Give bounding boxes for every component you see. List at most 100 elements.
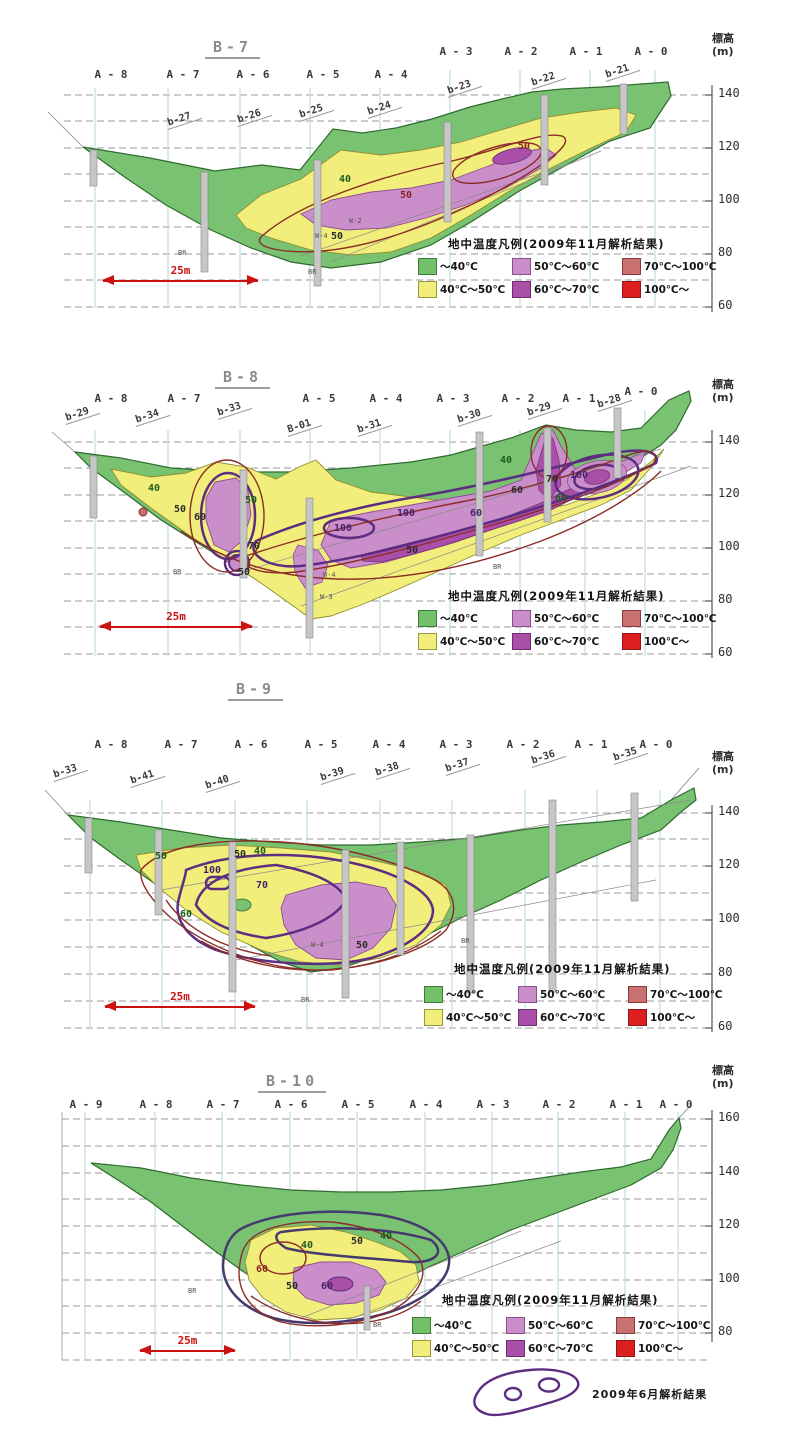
elevation-axis-title: 標高 (m) [712, 32, 734, 58]
contour-label: 50 [356, 940, 369, 951]
zone-60-70-b7 [492, 147, 532, 165]
contour-label: 40 [301, 1240, 314, 1251]
panel-title-b9: B-9 [228, 680, 284, 701]
cross-section-b8 [51, 390, 713, 658]
station-label: A - 4 [372, 738, 406, 751]
legend-swatch-70-100 [622, 610, 641, 627]
scale-bar [102, 275, 259, 285]
scale-bar-label: 25m [177, 1334, 198, 1347]
legend-swatch-over100 [622, 633, 641, 650]
annotation-label: BR [373, 1321, 382, 1329]
contour-label: 40 [148, 483, 161, 494]
section-edge-line [47, 111, 84, 148]
annotation-label: W-4 [315, 232, 328, 240]
station-label: A - 9 [69, 1098, 103, 1111]
section-edge-line [51, 431, 76, 453]
station-label: A - 1 [569, 45, 603, 58]
contour-label: 50 [245, 495, 258, 506]
annotation-label: BR [301, 996, 310, 1004]
annotation-label: BR [493, 563, 502, 571]
legend-swatch-40-50 [418, 281, 437, 298]
station-label: A - 8 [94, 392, 128, 405]
station-label: A - 3 [476, 1098, 510, 1111]
axis-tick: 120 [718, 1217, 740, 1231]
scale-bar [104, 1001, 256, 1011]
panel-title-b7: B-7 [205, 38, 261, 59]
station-label: A - 2 [501, 392, 535, 405]
legend-swatch-over100 [628, 1009, 647, 1026]
station-label: A - 7 [206, 1098, 240, 1111]
contour-label: 60 [194, 512, 207, 523]
contour-label: 50 [400, 190, 413, 201]
contour-label: 40 [380, 1231, 393, 1242]
contour-label: 60 [256, 1264, 269, 1275]
cliff-line-b9 [670, 767, 700, 801]
temperature-legend-b10: 地中温度凡例(2009年11月解析結果) ～40℃ 50℃～60℃ 70℃～10… [406, 1292, 736, 1358]
station-label: A - 4 [369, 392, 403, 405]
elevation-axis-title: 標高 (m) [712, 750, 734, 776]
axis-tick: 140 [718, 86, 740, 100]
legend-swatch-70-100 [628, 986, 647, 1003]
axis-tick: 100 [718, 1271, 740, 1285]
contours-june-b8 [199, 449, 658, 577]
station-label: A - 6 [236, 68, 270, 81]
axis-tick: 140 [718, 804, 740, 818]
boreholes-b9 [84, 792, 639, 999]
station-label: A - 4 [374, 68, 408, 81]
zone-70-100-spot-b8 [138, 507, 148, 517]
scale-bar-label: 25m [170, 990, 190, 1003]
contour-label: 50 [238, 567, 251, 578]
section-edge-line [44, 789, 69, 816]
legend-swatch-60-70 [512, 281, 531, 298]
boreholes-b8 [89, 407, 622, 639]
axis-tick: 160 [718, 1110, 740, 1124]
contour-label: 50 [234, 849, 247, 860]
cross-section-b7 [47, 70, 713, 312]
axis-tick: 140 [718, 433, 740, 447]
station-label: A - 1 [574, 738, 608, 751]
panel-title-b10: B-10 [258, 1072, 327, 1093]
contour-label: 100 [570, 470, 589, 481]
station-label: A - 7 [164, 738, 198, 751]
legend-swatch-60-70 [518, 1009, 537, 1026]
contour-label: 50 [155, 851, 168, 862]
elevation-axis-b9 [705, 805, 713, 1032]
station-label: A - 8 [94, 68, 128, 81]
contour-label: 50 [406, 545, 419, 556]
contour-label: 60 [555, 493, 568, 504]
annotation-label: BR [188, 1287, 197, 1295]
temperature-legend-b8: 地中温度凡例(2009年11月解析結果) ～40℃ 50℃～60℃ 70℃～10… [412, 588, 742, 654]
scale-bar-label: 25m [170, 264, 191, 277]
axis-tick: 80 [718, 245, 733, 259]
contour-label: 100 [334, 523, 353, 534]
contour-label: 70 [546, 474, 559, 485]
station-label: A - 2 [542, 1098, 576, 1111]
boreholes-b7 [89, 83, 628, 287]
axis-tick: 60 [718, 645, 733, 659]
axis-tick: 100 [718, 911, 740, 925]
axis-tick: 120 [718, 486, 740, 500]
contour-label: 70 [256, 880, 269, 891]
station-label: A - 0 [659, 1098, 693, 1111]
scale-bar [139, 1345, 236, 1355]
contour-label: 50 [351, 1236, 364, 1247]
station-label: A - 0 [624, 385, 658, 398]
contour-label: 100 [397, 508, 416, 519]
contour-label: 50 [174, 504, 187, 515]
section-lines-b9 [160, 799, 692, 962]
legend-swatch-under40 [418, 610, 437, 627]
elevation-axis-b10 [705, 1110, 713, 1342]
legend-swatch-50-60 [506, 1317, 525, 1334]
axis-tick: 140 [718, 1164, 740, 1178]
axis-tick: 120 [718, 857, 740, 871]
station-label: A - 6 [234, 738, 268, 751]
station-label: A - 5 [302, 392, 336, 405]
elevation-axis-title: 標高 (m) [712, 378, 734, 404]
scale-bar [99, 621, 253, 631]
legend-swatch-50-60 [512, 258, 531, 275]
zone-50-60-b7 [300, 147, 557, 231]
contour-label: 50 [331, 231, 344, 242]
station-label: A - 0 [634, 45, 668, 58]
contour-nov-outer-b7 [258, 134, 567, 253]
contour-label: 50 [286, 1281, 299, 1292]
